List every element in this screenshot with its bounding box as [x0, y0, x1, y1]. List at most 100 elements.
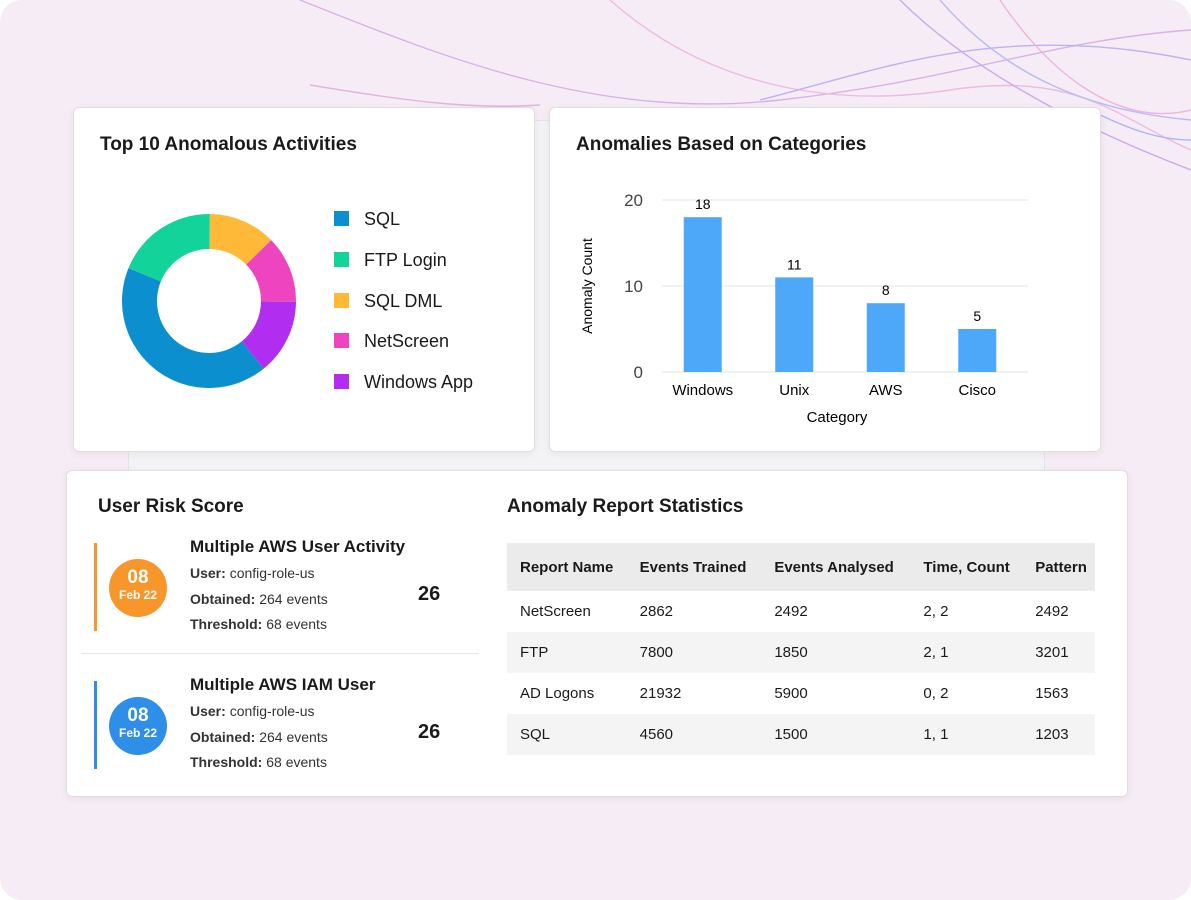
- table-cell: 3201: [1022, 632, 1095, 673]
- table-body: NetScreen 2862 2492 2, 2 2492 FTP 7800 1850 2, 1…: [507, 591, 1095, 755]
- y-tick-label: 10: [624, 277, 643, 296]
- bottom-card: User Risk Score 08 Feb 22 Multiple AWS Use…: [66, 470, 1128, 797]
- table-wrap: Report Name Events Trained Events Analysed…: [507, 543, 1095, 755]
- legend-label: Windows App: [364, 372, 474, 393]
- x-axis-label: Category: [807, 409, 868, 426]
- value-label: 8: [882, 282, 890, 298]
- table-cell: 1, 1: [910, 714, 1023, 755]
- date-day: 08: [127, 567, 149, 588]
- donut-chart: [122, 214, 296, 388]
- date-month: Feb 22: [118, 588, 157, 602]
- x-tick-label: Windows: [672, 382, 733, 399]
- header-cell: Report Name: [507, 543, 627, 591]
- donut-segment: [246, 240, 296, 302]
- table-row: AD Logons 21932 5900 0, 2 1563: [507, 673, 1095, 714]
- legend-swatch: [334, 251, 349, 267]
- date-day: 08: [127, 705, 149, 726]
- accent-bar: [94, 681, 97, 769]
- risk-score: 26: [418, 721, 441, 743]
- table-cell: 2862: [639, 603, 674, 620]
- donut-segment: [209, 214, 272, 265]
- risk-title: Multiple AWS User Activity: [190, 537, 406, 556]
- donut-segment: [128, 214, 210, 282]
- table-cell: 1500: [761, 714, 911, 755]
- donut-segment: [241, 301, 296, 369]
- table-row: FTP 7800 1850 2, 1 3201: [507, 632, 1095, 673]
- donut-card: Top 10 Anomalous Activities SQL FTP Login…: [73, 107, 535, 452]
- table-cell: 1203: [1022, 714, 1095, 755]
- table-cell: SQL: [507, 714, 627, 755]
- risk-field: User: config-role-us: [190, 565, 315, 581]
- x-tick-label: AWS: [869, 382, 903, 399]
- table-header: Report Name Events Trained Events Analysed…: [507, 543, 1095, 591]
- risk-field: Obtained: 264 events: [190, 591, 328, 607]
- value-label: 11: [787, 256, 802, 272]
- field-value: config-role-us: [229, 565, 315, 581]
- risk-field: Threshold: 68 events: [190, 616, 327, 632]
- risk-title: Multiple AWS IAM User: [190, 675, 376, 694]
- table-cell: 2, 1: [910, 632, 1023, 673]
- table-cell: FTP: [507, 632, 627, 673]
- decoration: [299, 0, 1191, 171]
- risk-field: User: config-role-us: [190, 703, 315, 719]
- field-value: 264 events: [259, 728, 328, 745]
- risk-field: Threshold: 68 events: [190, 754, 327, 770]
- bar: [775, 277, 814, 372]
- header-cell: Events Analysed: [761, 543, 911, 591]
- field-value: 68 events: [266, 616, 327, 632]
- report-table: Report Name Events Trained Events Analysed…: [507, 543, 1095, 755]
- x-tick-label: Cisco: [958, 382, 996, 399]
- field-label: User:: [190, 565, 226, 581]
- legend-swatch: [334, 292, 349, 308]
- risk-field: Obtained: 264 events: [190, 729, 328, 745]
- legend-label: FTP Login: [364, 249, 447, 270]
- legend-swatch: [334, 211, 349, 226]
- legend-label: SQL DML: [364, 290, 443, 311]
- x-tick-label: Unix: [779, 382, 810, 399]
- field-label: Threshold:: [190, 616, 263, 632]
- section-title: Anomaly Report Statistics: [507, 496, 744, 517]
- table-cell: 21932: [639, 685, 682, 702]
- table-cell: 1850: [761, 632, 911, 673]
- field-value: 68 events: [266, 754, 327, 770]
- donut-segment: [122, 268, 264, 388]
- table-cell: NetScreen: [520, 603, 591, 620]
- field-label: Threshold:: [190, 754, 263, 770]
- table-cell: 1563: [1035, 685, 1069, 702]
- table-row: NetScreen 2862 2492 2, 2 2492: [507, 591, 1095, 632]
- bar: [958, 329, 997, 372]
- legend-label: NetScreen: [364, 331, 450, 352]
- divider: [81, 653, 479, 654]
- header-cell: Events Trained: [626, 543, 762, 591]
- bar-chart: 0 10 20 18 Windows 11 Unix 8 AWS 5 Cisco Category An…: [579, 191, 1028, 426]
- date-badge: 08 Feb 22: [109, 559, 167, 617]
- date-badge: 08 Feb 22: [109, 697, 167, 755]
- value-label: 5: [973, 308, 981, 324]
- table-cell: AD Logons: [520, 685, 595, 702]
- bar: [866, 303, 905, 372]
- accent-bar: [94, 543, 97, 631]
- field-label: Obtained:: [190, 728, 256, 745]
- bar-card: Anomalies Based on Categories 0 10 20 18 Win…: [549, 107, 1101, 452]
- table-cell: 7800: [626, 632, 762, 673]
- date-month: Feb 22: [118, 726, 157, 740]
- header-cell: Time, Count: [910, 543, 1023, 591]
- card-title: Anomalies Based on Categories: [576, 134, 867, 155]
- y-tick-label: 0: [634, 363, 643, 382]
- card-title: Top 10 Anomalous Activities: [100, 134, 357, 155]
- value-label: 18: [695, 196, 711, 212]
- legend-label: SQL: [364, 209, 401, 229]
- risk-score: 26: [418, 583, 441, 605]
- table-cell: 0, 2: [923, 685, 949, 702]
- field-value: config-role-us: [229, 703, 315, 719]
- y-tick-label: 20: [624, 191, 643, 210]
- legend-swatch: [334, 374, 349, 390]
- table-cell: 5900: [774, 685, 808, 702]
- legend-swatch: [334, 333, 349, 349]
- table-cell: 2, 2: [923, 603, 949, 620]
- field-label: Obtained:: [190, 590, 256, 607]
- table-cell: 2492: [1035, 603, 1069, 620]
- header-cell: Pattern: [1022, 543, 1095, 591]
- bar: [683, 217, 722, 372]
